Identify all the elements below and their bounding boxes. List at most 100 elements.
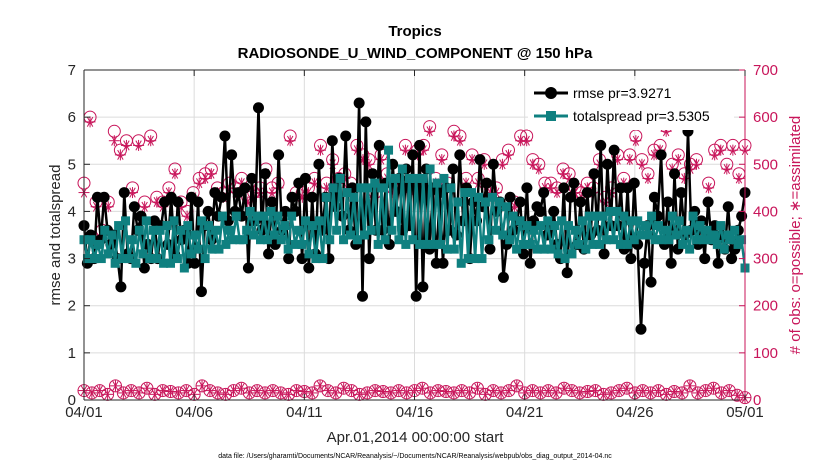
totalspread-point [141, 216, 151, 226]
totalspread-point [619, 211, 629, 221]
possible-low-point [305, 386, 319, 400]
rmse-point [534, 205, 546, 217]
totalspread-point [280, 221, 290, 231]
totalspread-point [197, 216, 207, 226]
possible-low-point [675, 386, 689, 400]
totalspread-point [671, 230, 681, 240]
possible-low-point [502, 384, 516, 398]
rmse-point [635, 323, 647, 335]
rmse-point [353, 97, 365, 109]
y-tick-label: 2 [68, 298, 76, 315]
totalspread-point [255, 235, 265, 245]
totalspread-point [574, 239, 584, 249]
rmse-point [306, 191, 318, 203]
totalspread-point [498, 230, 508, 240]
totalspread-point [432, 178, 442, 188]
y2-tick-label: 200 [753, 298, 778, 315]
rmse-point [588, 168, 600, 180]
x-tick-label: 04/06 [175, 404, 213, 421]
rmse-point [192, 196, 204, 208]
possible-low-point [463, 386, 477, 400]
rmse-point [481, 177, 493, 189]
possible-low-point [108, 379, 122, 393]
y-tick-label: 0 [68, 392, 76, 409]
possible-low-point [289, 384, 303, 398]
totalspread-point [505, 235, 515, 245]
rmse-point [98, 191, 110, 203]
rmse-point [484, 243, 496, 255]
rmse-point [561, 267, 573, 279]
assimilated-point [338, 382, 350, 394]
totalspread-point [529, 225, 539, 235]
totalspread-point [318, 254, 328, 264]
x-axis-label: Apr.01,2014 00:00:00 start [327, 429, 505, 446]
totalspread-point [401, 239, 411, 249]
rmse-point [665, 257, 677, 269]
rmse-point [595, 139, 607, 151]
totalspread-point [553, 249, 563, 259]
totalspread-point [370, 178, 380, 188]
totalspread-point [287, 211, 297, 221]
possible-low-point [667, 385, 681, 399]
rmse-point [363, 253, 375, 265]
totalspread-point [283, 244, 293, 254]
y2-axis-label: # of obs: o=possible; ∗=assimilated [787, 116, 804, 355]
totalspread-point [100, 225, 110, 235]
legend-totalspread-label: totalspread pr=3.5305 [573, 108, 710, 124]
totalspread-point [349, 192, 359, 202]
totalspread-point [422, 239, 432, 249]
totalspread-point [214, 244, 224, 254]
rmse-point [521, 182, 533, 194]
assimilated-point [645, 387, 657, 399]
totalspread-point [550, 221, 560, 231]
assimilated-point [436, 154, 448, 166]
rmse-point [356, 290, 368, 302]
possible-low-point [415, 381, 429, 395]
totalspread-point [442, 244, 452, 254]
assimilated-point [399, 144, 411, 156]
totalspread-point [242, 225, 252, 235]
assimilated-point [703, 182, 715, 194]
rmse-point [246, 172, 258, 184]
totalspread-point [560, 254, 570, 264]
possible-low-point [195, 379, 209, 393]
possible-low-point [549, 386, 563, 400]
rmse-point [313, 158, 325, 170]
totalspread-point [650, 235, 660, 245]
assimilated-point [690, 158, 702, 170]
rmse-point [286, 191, 298, 203]
rmse-point [189, 257, 201, 269]
totalspread-point [491, 225, 501, 235]
rmse-point [128, 201, 140, 213]
assimilated-point [521, 135, 533, 147]
totalspread-point [595, 239, 605, 249]
totalspread-point [546, 244, 556, 254]
rmse-point [360, 116, 372, 128]
totalspread-point [397, 164, 407, 174]
totalspread-point [425, 164, 435, 174]
totalspread-point [539, 244, 549, 254]
totalspread-point [667, 211, 677, 221]
possible-low-point [132, 386, 146, 400]
possible-low-point [156, 384, 170, 398]
rmse-point [283, 253, 295, 265]
assimilated-point [471, 382, 483, 394]
possible-low-point [581, 385, 595, 399]
x-tick-label: 04/01 [65, 404, 103, 421]
assimilated-point [582, 386, 594, 398]
rmse-point [259, 168, 271, 180]
totalspread-point [366, 225, 376, 235]
totalspread-point [723, 230, 733, 240]
totalspread-point [304, 249, 314, 259]
totalspread-point [373, 239, 383, 249]
rmse-point [326, 135, 338, 147]
totalspread-point [615, 239, 625, 249]
rmse-point [195, 286, 207, 298]
totalspread-point [439, 173, 449, 183]
totalspread-point [300, 216, 310, 226]
totalspread-point [705, 235, 715, 245]
rmse-point [538, 187, 550, 199]
assimilated-point [377, 386, 389, 398]
assimilated-point [275, 387, 287, 399]
totalspread-point [435, 239, 445, 249]
